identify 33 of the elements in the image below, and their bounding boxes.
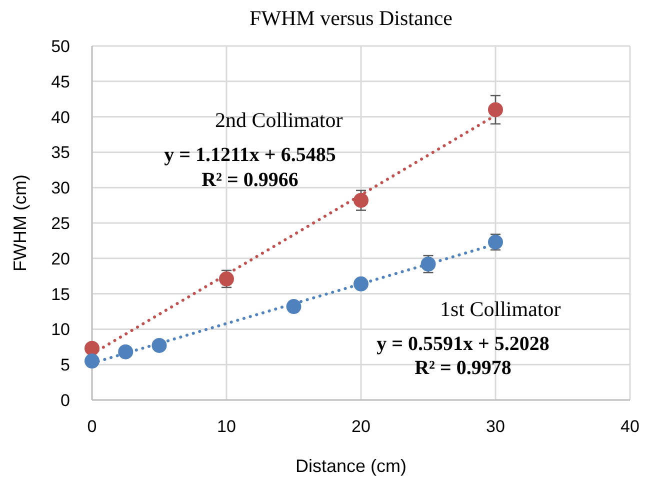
x-axis-title: Distance (cm) <box>295 456 407 476</box>
annotation: y = 1.1211x + 6.5485 <box>164 144 336 166</box>
point <box>84 354 100 369</box>
y-tick-label: 25 <box>51 214 70 233</box>
x-tick-label: 0 <box>87 417 97 436</box>
y-axis-title: FWHM (cm) <box>10 174 30 272</box>
point <box>488 102 503 118</box>
annotation: 2nd Collimator <box>215 108 343 132</box>
y-tick-label: 15 <box>51 284 70 304</box>
y-tick-label: 20 <box>51 249 70 268</box>
annotation: R² = 0.9966 <box>202 169 298 191</box>
point <box>84 340 100 356</box>
y-tick-label: 35 <box>51 143 70 162</box>
annotation: y = 0.5591x + 5.2028 <box>376 333 550 355</box>
chart-title: FWHM versus Distance <box>250 6 452 30</box>
point <box>152 338 167 353</box>
x-tick-label: 10 <box>217 417 236 436</box>
point <box>354 276 368 292</box>
point <box>354 192 368 208</box>
annotation: R² = 0.9978 <box>414 357 512 379</box>
y-tick-label: 40 <box>51 108 70 127</box>
y-tick-label: 30 <box>51 178 70 198</box>
y-tick-label: 50 <box>51 36 70 56</box>
point <box>118 344 134 360</box>
point <box>286 299 302 314</box>
y-tick-label: 0 <box>60 390 70 410</box>
y-tick-label: 10 <box>51 320 70 340</box>
x-tick-label: 40 <box>620 417 640 436</box>
y-tick-label: 45 <box>51 72 70 92</box>
y-tick-label: 5 <box>60 356 70 375</box>
x-tick-label: 30 <box>486 417 505 436</box>
x-tick-label: 20 <box>352 417 370 436</box>
annotation: 1st Collimator <box>440 297 561 321</box>
